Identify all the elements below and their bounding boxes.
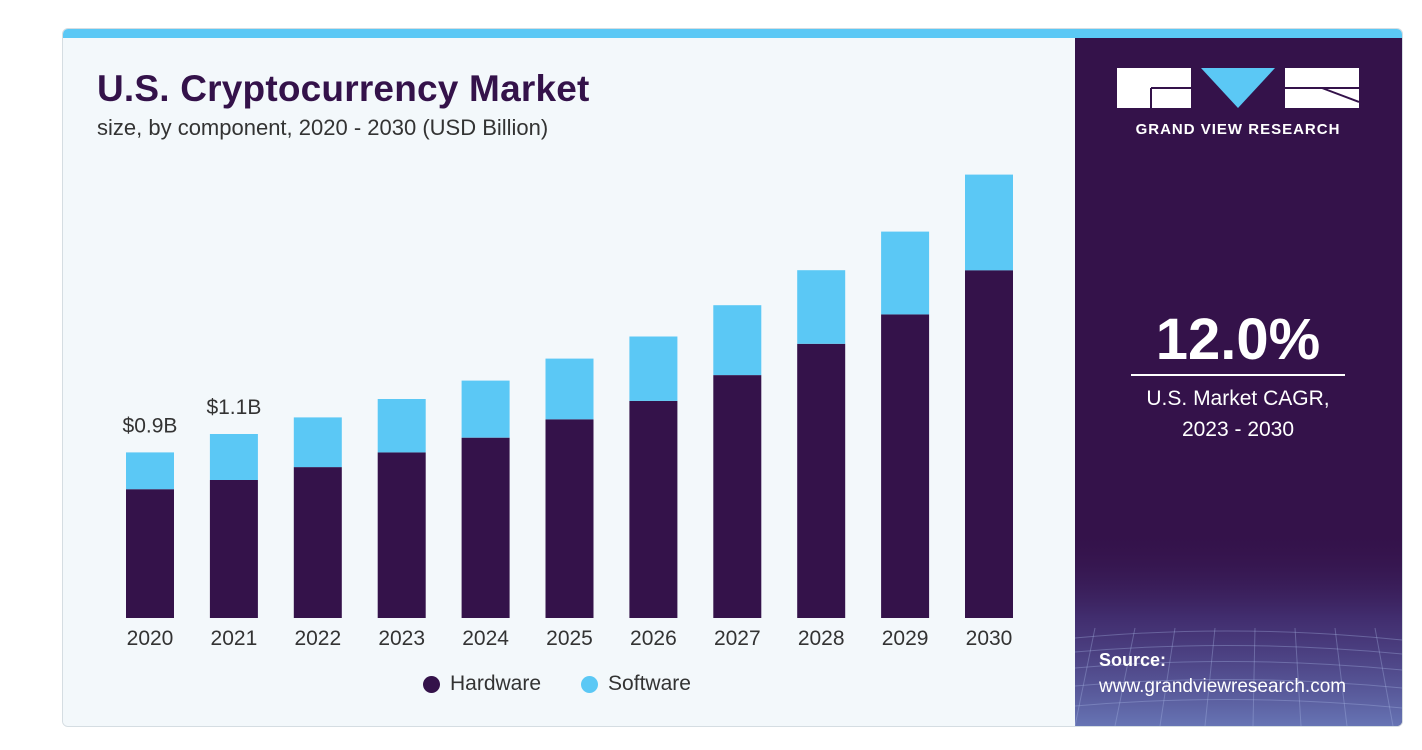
bar-hardware-2030 — [965, 270, 1013, 618]
bar-software-2025 — [545, 358, 594, 420]
bar-hardware-2026 — [629, 400, 678, 618]
bar-hardware-2025 — [545, 419, 594, 618]
x-tick-label-2024: 2024 — [462, 627, 509, 650]
decorative-grid-graphic — [1075, 528, 1402, 726]
x-tick-label-2020: 2020 — [127, 627, 174, 650]
data-label-2020: $0.9B — [123, 414, 178, 437]
x-tick-label-2021: 2021 — [211, 627, 258, 650]
bar-software-2029 — [881, 231, 930, 315]
bar-software-2021 — [209, 434, 258, 480]
bar-software-2024 — [461, 380, 510, 438]
x-tick-label-2022: 2022 — [294, 627, 341, 650]
bar-hardware-2023 — [377, 452, 426, 618]
bar-software-2027 — [713, 305, 762, 376]
report-card: U.S. Cryptocurrency Market size, by comp… — [62, 28, 1403, 727]
x-tick-label-2028: 2028 — [798, 627, 845, 650]
summary-sidebar: GRAND VIEW RESEARCH 12.0% U.S. Market CA… — [1075, 38, 1402, 726]
x-tick-label-2027: 2027 — [714, 627, 761, 650]
source-label: Source: — [1099, 650, 1167, 670]
bar-chart: 2020 $0.9B 2021 $1.1B 2022 2023 2024 2025 2026 20… — [123, 174, 1013, 650]
legend-label-software: Software — [608, 672, 691, 695]
cagr-label: U.S. Market CAGR, 2023 - 2030 — [1115, 383, 1361, 445]
cagr-label-line1: U.S. Market CAGR, — [1146, 387, 1330, 410]
accent-top-bar — [63, 29, 1402, 38]
bar-software-2030 — [965, 174, 1013, 271]
data-label-2021: $1.1B — [206, 396, 261, 419]
bar-software-2028 — [797, 270, 846, 344]
grand-view-research-logo-icon — [1117, 68, 1359, 110]
bar-software-2022 — [293, 417, 342, 468]
bar-hardware-2027 — [713, 375, 762, 618]
brand-name: GRAND VIEW RESEARCH — [1135, 121, 1341, 138]
bar-hardware-2021 — [209, 480, 258, 618]
bar-software-2020 — [126, 452, 174, 490]
x-tick-label-2030: 2030 — [966, 627, 1013, 650]
bar-hardware-2024 — [461, 437, 510, 618]
cagr-value: 12.0% — [1155, 307, 1321, 372]
x-tick-label-2023: 2023 — [378, 627, 425, 650]
chart-title: U.S. Cryptocurrency Market — [97, 68, 590, 109]
bar-software-2023 — [377, 399, 426, 453]
bar-software-2026 — [629, 336, 678, 401]
chart-panel: U.S. Cryptocurrency Market size, by comp… — [63, 38, 1075, 726]
legend-item-software: Software — [581, 672, 691, 696]
bar-hardware-2022 — [293, 467, 342, 618]
chart-legend: Hardware Software — [423, 672, 691, 696]
bar-hardware-2028 — [797, 343, 846, 618]
hardware-swatch-icon — [423, 675, 440, 693]
cagr-divider — [1131, 374, 1345, 376]
x-tick-label-2029: 2029 — [882, 627, 929, 650]
source-link[interactable]: www.grandviewresearch.com — [1099, 676, 1347, 697]
chart-subtitle: size, by component, 2020 - 2030 (USD Bil… — [97, 115, 549, 140]
legend-item-hardware: Hardware — [423, 672, 541, 696]
legend-label-hardware: Hardware — [450, 672, 542, 695]
cagr-label-line2: 2023 - 2030 — [1181, 418, 1295, 441]
x-tick-label-2026: 2026 — [630, 627, 677, 650]
bar-hardware-2029 — [881, 314, 930, 618]
x-tick-label-2025: 2025 — [546, 627, 593, 650]
bar-hardware-2020 — [126, 489, 174, 618]
software-swatch-icon — [581, 675, 599, 693]
